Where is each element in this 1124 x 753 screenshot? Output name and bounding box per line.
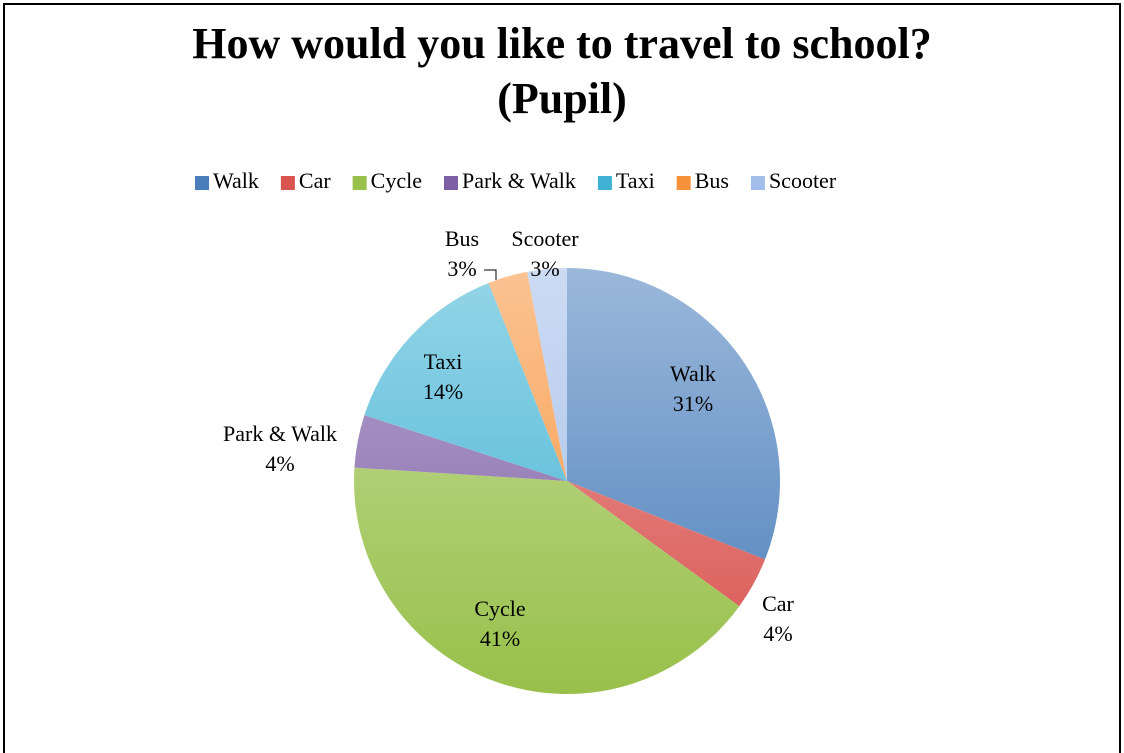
legend-swatch <box>750 176 765 190</box>
data-label-value: 4% <box>763 621 792 646</box>
pie-slice <box>527 268 567 481</box>
legend-label: Cycle <box>371 168 422 193</box>
data-label-name: Cycle <box>474 596 525 621</box>
leader-line <box>484 269 497 280</box>
data-label-value: 41% <box>480 626 520 651</box>
legend-swatch <box>597 176 612 190</box>
data-label-value: 14% <box>423 379 463 404</box>
legend-label: Scooter <box>769 168 837 193</box>
data-label-value: 31% <box>673 391 713 416</box>
legend-swatch <box>352 176 367 190</box>
data-label-name: Walk <box>670 361 716 386</box>
data-label-name: Car <box>762 591 794 616</box>
pie-slice <box>567 268 780 560</box>
pie-slice <box>488 271 567 481</box>
data-label-name: Scooter <box>511 226 579 251</box>
legend-swatch <box>443 176 458 190</box>
legend-label: Taxi <box>616 168 655 193</box>
chart-title: How would you like to travel to school? <box>192 19 931 68</box>
data-label-name: Park & Walk <box>223 421 337 446</box>
legend-label: Bus <box>695 168 729 193</box>
legend-label: Car <box>299 168 331 193</box>
legend-label: Park & Walk <box>462 168 576 193</box>
data-label-value: 3% <box>530 256 559 281</box>
pie-slice <box>354 415 567 481</box>
legend-swatch <box>280 176 295 190</box>
data-label-value: 3% <box>447 256 476 281</box>
pie-slice <box>364 282 567 481</box>
legend-swatch <box>195 176 209 190</box>
chart-title: (Pupil) <box>497 74 627 123</box>
legend-swatch <box>676 176 691 190</box>
data-label-name: Taxi <box>424 349 463 374</box>
data-label-name: Bus <box>445 226 479 251</box>
pie-slice <box>567 481 766 607</box>
pie-slice <box>354 467 740 694</box>
legend-label: Walk <box>213 168 259 193</box>
data-label-value: 4% <box>265 451 294 476</box>
